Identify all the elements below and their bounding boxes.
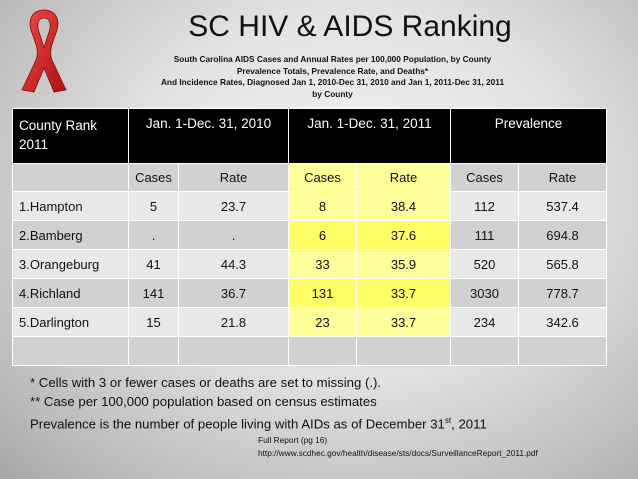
subtitle-line: by County: [312, 88, 353, 99]
footnote-prevalence-text: Prevalence is the number of people livin…: [30, 416, 445, 432]
page-title: SC HIV & AIDS Ranking: [188, 10, 512, 43]
footnote-prevalence-year: , 2011: [451, 416, 487, 432]
subheader-cell: Cases: [288, 163, 357, 192]
table-cell: 5: [128, 191, 179, 221]
table-cell: 112: [450, 191, 520, 221]
table-cell: [128, 336, 179, 366]
table-cell: 141: [128, 278, 179, 308]
table-cell: 778.7: [518, 278, 608, 308]
table-row: 2.Bamberg . . 6 37.6 111 694.8: [12, 220, 608, 250]
table-cell: 537.4: [518, 191, 608, 221]
table-cell: 33.7: [355, 278, 452, 308]
table-cell: 15: [128, 307, 179, 337]
table-cell: 33.7: [355, 307, 452, 337]
table-cell: 33: [288, 249, 357, 279]
table-cell: 520: [450, 249, 520, 279]
table-cell: 36.7: [178, 278, 289, 308]
header-county-rank: County Rank 2011: [12, 108, 129, 164]
red-ribbon-icon: [21, 9, 67, 93]
subtitle-line: South Carolina AIDS Cases and Annual Rat…: [173, 54, 492, 64]
table-row: 1.Hampton 5 23.7 8 38.4 112 537.4: [12, 191, 608, 221]
table-cell: 6: [288, 220, 357, 250]
header-2010: Jan. 1-Dec. 31, 2010: [128, 108, 289, 164]
source-label: Full Report (pg 16): [258, 435, 328, 445]
table-row: 3.Orangeburg 41 44.3 33 35.9 520 565.8: [12, 249, 608, 279]
source-reference: Full Report (pg 16) http://www.scdhec.go…: [258, 434, 628, 459]
header-2011: Jan. 1-Dec. 31, 2011: [287, 108, 452, 164]
subheader-cell: Cases: [128, 163, 179, 192]
county-cell: 5.Darlington: [12, 307, 129, 337]
table-row: [12, 336, 608, 366]
footnotes: * Cells with 3 or fewer cases or deaths …: [30, 373, 620, 433]
table-cell: 23: [288, 307, 357, 337]
table-row: 4.Richland 141 36.7 131 33.7 3030 778.7: [12, 278, 608, 308]
county-cell: 3.Orangeburg: [12, 249, 129, 279]
county-cell: 1.Hampton: [12, 191, 129, 221]
table-cell: 37.6: [355, 220, 452, 250]
table-cell: 21.8: [178, 307, 289, 337]
ranking-table: County Rank 2011 Jan. 1-Dec. 31, 2010 Ja…: [12, 108, 608, 366]
footnote-missing: * Cells with 3 or fewer cases or deaths …: [30, 375, 382, 390]
table-cell: 23.7: [178, 191, 289, 221]
footnote-rate: ** Case per 100,000 population based on …: [30, 394, 377, 409]
table-cell: .: [178, 220, 289, 250]
table-cell: 41: [128, 249, 179, 279]
subheader-cell: Rate: [518, 163, 608, 192]
county-cell: 4.Richland: [12, 278, 129, 308]
table-cell: 44.3: [178, 249, 289, 279]
header-prevalence: Prevalence: [450, 108, 608, 164]
table-cell: 565.8: [518, 249, 608, 279]
table-cell: 234: [450, 307, 520, 337]
subtitle-line: Prevalence Totals, Prevalence Rate, and …: [236, 65, 429, 76]
table-cell: 342.6: [518, 307, 608, 337]
subheader-cell: Rate: [178, 163, 289, 192]
footnote-prevalence: Prevalence is the number of people livin…: [30, 411, 620, 433]
subheader-cell: Rate: [355, 163, 452, 192]
table-cell: [178, 336, 289, 366]
table-cell: 131: [288, 278, 357, 308]
table-cell: .: [128, 220, 179, 250]
table-cell: 3030: [450, 278, 520, 308]
table-cell: 8: [288, 191, 357, 221]
county-cell: 2.Bamberg: [12, 220, 129, 250]
table-cell: 38.4: [355, 191, 452, 221]
table-cell: [288, 336, 357, 366]
table-cell: 694.8: [518, 220, 608, 250]
table-cell: [518, 336, 608, 366]
footnote-ordinal: st: [444, 416, 452, 425]
county-cell: [12, 336, 129, 366]
subheader-cell: Cases: [450, 163, 520, 192]
table-row: 5.Darlington 15 21.8 23 33.7 234 342.6: [12, 307, 608, 337]
table-cell: 35.9: [355, 249, 452, 279]
subtitle-line: And Incidence Rates, Diagnosed Jan 1, 20…: [160, 77, 505, 87]
table-cell: [355, 336, 452, 366]
subheader-cell: [12, 163, 129, 192]
source-url[interactable]: http://www.scdhec.gov/health/disease/sts…: [258, 447, 538, 458]
table-cell: [450, 336, 520, 366]
subtitle: South Carolina AIDS Cases and Annual Rat…: [120, 54, 545, 100]
table-cell: 111: [450, 220, 520, 250]
